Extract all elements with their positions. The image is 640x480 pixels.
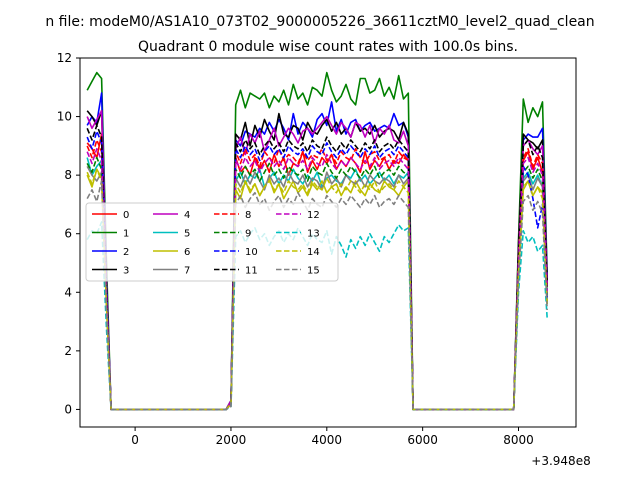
x-axis-offset-label: +3.948e8 [531,454,590,468]
legend-label-4: 4 [184,210,190,221]
chart-title: n file: modeM0/AS1A10_073T02_9000005226_… [45,14,594,30]
y-tick-label-6: 12 [57,51,72,65]
legend-label-6: 6 [184,247,190,258]
y-tick-label-4: 8 [64,168,72,182]
y-tick-label-0: 0 [64,402,72,416]
legend-label-8: 8 [245,210,251,221]
legend-label-11: 11 [245,266,258,277]
series-line-8 [86,139,548,411]
legend-label-1: 1 [123,229,129,240]
x-tick-label-0: 0 [131,433,139,447]
y-tick-label-2: 4 [64,285,72,299]
legend-box [85,202,339,282]
x-tick-label-4: 8000 [503,433,534,447]
legend-label-13: 13 [307,229,320,240]
y-axis: 0 2 4 6 8 10 12 [57,51,80,416]
legend-label-14: 14 [307,247,320,258]
series-line-9 [86,156,548,411]
chart-subtitle: Quadrant 0 module wise count rates with … [138,39,518,55]
x-axis: 0 2000 4000 6000 8000 [131,427,534,447]
y-tick-label-5: 10 [57,110,72,124]
series-line-15 [86,180,548,411]
legend-label-10: 10 [245,247,258,258]
legend-label-12: 12 [307,210,320,221]
y-tick-label-3: 6 [64,227,72,241]
legend-label-0: 0 [123,210,129,221]
series-line-12 [86,148,548,411]
x-tick-label-3: 6000 [407,433,438,447]
series-line-14 [86,168,548,411]
legend-label-2: 2 [123,247,129,258]
axes-frame [79,57,577,428]
x-tick-label-2: 4000 [312,433,343,447]
legend-label-5: 5 [184,229,190,240]
legend-label-3: 3 [123,266,129,277]
series-line-10 [86,130,548,411]
legend-label-7: 7 [184,266,190,277]
y-tick-label-1: 2 [64,344,72,358]
legend-label-15: 15 [307,266,320,277]
x-tick-label-1: 2000 [216,433,247,447]
legend-label-9: 9 [245,229,251,240]
series-line-5 [86,157,548,411]
